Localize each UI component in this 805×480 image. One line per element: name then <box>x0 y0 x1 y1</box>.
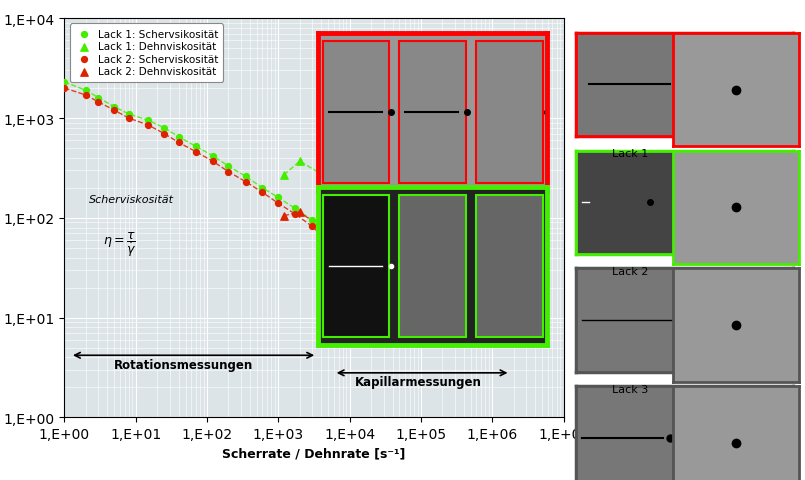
Lack 2: Dehnviskosität: (2e+05, 22): Dehnviskosität: (2e+05, 22) <box>436 280 449 288</box>
Lack 1: Dehnviskosität: (2e+05, 20): Dehnviskosität: (2e+05, 20) <box>436 284 449 292</box>
Text: Lack 1: Lack 1 <box>612 149 648 159</box>
Text: Scherviskosität: Scherviskosität <box>89 194 174 204</box>
Lack 2: Scherviskosität: (8, 1e+03): Scherviskosität: (8, 1e+03) <box>122 115 135 123</box>
Lack 1: Schervsikosität: (1e+06, 9): Schervsikosität: (1e+06, 9) <box>485 319 498 326</box>
Text: $\eta = \dfrac{\tau}{\dot{\gamma}}$: $\eta = \dfrac{\tau}{\dot{\gamma}}$ <box>103 230 136 258</box>
Lack 1: Dehnviskosität: (5e+04, 35): Dehnviskosität: (5e+04, 35) <box>393 260 406 268</box>
Lack 2: Scherviskosität: (120, 370): Scherviskosität: (120, 370) <box>206 158 219 166</box>
Lack 2: Dehnviskosität: (2e+03, 115): Dehnviskosität: (2e+03, 115) <box>293 208 306 216</box>
Text: Lack 2: Lack 2 <box>612 266 648 276</box>
Lack 1: Schervsikosität: (5e+05, 10): Schervsikosität: (5e+05, 10) <box>464 314 477 322</box>
Lack 1: Schervsikosität: (8e+03, 45): Schervsikosität: (8e+03, 45) <box>336 249 349 257</box>
X-axis label: Scherrate / Dehnrate [s⁻¹]: Scherrate / Dehnrate [s⁻¹] <box>222 447 406 460</box>
Lack 1: Schervsikosität: (15, 950): Schervsikosität: (15, 950) <box>142 117 155 125</box>
Lack 1: Schervsikosität: (1.7e+03, 125): Schervsikosität: (1.7e+03, 125) <box>288 205 301 213</box>
Lack 1: Dehnviskosität: (1e+06, 25): Dehnviskosität: (1e+06, 25) <box>485 275 498 282</box>
Lack 2: Scherviskosität: (25, 700): Scherviskosität: (25, 700) <box>158 131 171 138</box>
Lack 1: Schervsikosität: (8, 1.1e+03): Schervsikosität: (8, 1.1e+03) <box>122 111 135 119</box>
Lack 1: Schervsikosität: (5e+04, 13): Schervsikosität: (5e+04, 13) <box>393 303 406 311</box>
Lack 1: Dehnviskosität: (2e+03, 370): Dehnviskosität: (2e+03, 370) <box>293 158 306 166</box>
Lack 2: Scherviskosität: (1.7e+03, 110): Scherviskosität: (1.7e+03, 110) <box>288 210 301 218</box>
Lack 2: Dehnviskosität: (5e+05, 25): Dehnviskosität: (5e+05, 25) <box>464 275 477 282</box>
Lack 2: Dehnviskosität: (1e+06, 22): Dehnviskosität: (1e+06, 22) <box>485 280 498 288</box>
Lack 1: Schervsikosität: (3, 1.6e+03): Schervsikosität: (3, 1.6e+03) <box>92 95 105 102</box>
Lack 1: Schervsikosität: (200, 330): Schervsikosität: (200, 330) <box>222 163 235 170</box>
Lack 1: Dehnviskosität: (5e+03, 250): Dehnviskosität: (5e+03, 250) <box>322 175 335 182</box>
Lack 1: Schervsikosität: (40, 650): Schervsikosität: (40, 650) <box>172 133 185 141</box>
Lack 1: Schervsikosität: (70, 520): Schervsikosität: (70, 520) <box>189 143 202 151</box>
Lack 1: Schervsikosität: (1.5e+04, 25): Schervsikosität: (1.5e+04, 25) <box>356 275 369 282</box>
Lack 2: Scherviskosität: (3e+03, 82): Scherviskosität: (3e+03, 82) <box>306 223 319 231</box>
Lack 2: Scherviskosität: (5e+03, 58): Scherviskosität: (5e+03, 58) <box>322 238 335 246</box>
Lack 1: Schervsikosität: (2e+05, 12): Schervsikosität: (2e+05, 12) <box>436 306 449 314</box>
Lack 2: Scherviskosität: (5, 1.2e+03): Scherviskosität: (5, 1.2e+03) <box>108 107 121 115</box>
Lack 2: Scherviskosität: (1, 2e+03): Scherviskosität: (1, 2e+03) <box>58 85 71 93</box>
Lack 1: Schervsikosität: (5e+03, 65): Schervsikosität: (5e+03, 65) <box>322 233 335 241</box>
Text: Rotationsmessungen: Rotationsmessungen <box>114 359 254 372</box>
Lack 2: Scherviskosität: (1e+05, 18): Scherviskosität: (1e+05, 18) <box>415 289 427 297</box>
Lack 2: Scherviskosität: (600, 180): Scherviskosität: (600, 180) <box>256 189 269 197</box>
Lack 1: Schervsikosität: (2, 1.9e+03): Schervsikosität: (2, 1.9e+03) <box>80 87 93 95</box>
Lack 1: Dehnviskosität: (1.2e+03, 270): Dehnviskosität: (1.2e+03, 270) <box>278 171 291 179</box>
Lack 1: Schervsikosität: (350, 260): Schervsikosität: (350, 260) <box>239 173 252 181</box>
Lack 2: Scherviskosität: (15, 850): Scherviskosität: (15, 850) <box>142 122 155 130</box>
Lack 2: Scherviskosität: (70, 460): Scherviskosität: (70, 460) <box>189 148 202 156</box>
Lack 1: Schervsikosität: (25, 800): Schervsikosität: (25, 800) <box>158 125 171 132</box>
Lack 2: Dehnviskosität: (5e+04, 30): Dehnviskosität: (5e+04, 30) <box>393 266 406 274</box>
Lack 2: Scherviskosität: (2, 1.7e+03): Scherviskosität: (2, 1.7e+03) <box>80 92 93 100</box>
Lack 2: Scherviskosität: (40, 570): Scherviskosität: (40, 570) <box>172 139 185 147</box>
Lack 2: Scherviskosität: (1e+03, 140): Scherviskosität: (1e+03, 140) <box>272 200 285 208</box>
Text: $\lambda = \dfrac{\sigma}{\dot{\varepsilon}}$: $\lambda = \dfrac{\sigma}{\dot{\varepsil… <box>460 230 493 255</box>
Lack 1: Schervsikosität: (3e+04, 18): Schervsikosität: (3e+04, 18) <box>378 289 390 297</box>
Lack 1: Schervsikosität: (1e+03, 160): Schervsikosität: (1e+03, 160) <box>272 194 285 202</box>
Lack 1: Schervsikosität: (1, 2.3e+03): Schervsikosität: (1, 2.3e+03) <box>58 79 71 86</box>
Text: Lack 3: Lack 3 <box>612 384 648 394</box>
Lack 1: Dehnviskosität: (5e+05, 22): Dehnviskosität: (5e+05, 22) <box>464 280 477 288</box>
Lack 1: Dehnviskosität: (2e+04, 65): Dehnviskosität: (2e+04, 65) <box>365 233 378 241</box>
Lack 2: Dehnviskosität: (3e+04, 35): Dehnviskosität: (3e+04, 35) <box>378 260 390 268</box>
Lack 2: Scherviskosität: (1.5e+04, 30): Scherviskosität: (1.5e+04, 30) <box>356 266 369 274</box>
Lack 2: Scherviskosität: (3e+04, 22): Scherviskosität: (3e+04, 22) <box>378 280 390 288</box>
Lack 1: Schervsikosität: (3e+03, 95): Schervsikosität: (3e+03, 95) <box>306 217 319 225</box>
Lack 1: Dehnviskosität: (1e+04, 95): Dehnviskosität: (1e+04, 95) <box>343 217 356 225</box>
Lack 2: Scherviskosität: (5e+04, 20): Scherviskosität: (5e+04, 20) <box>393 284 406 292</box>
Lack 2: Dehnviskosität: (1e+04, 55): Dehnviskosität: (1e+04, 55) <box>343 240 356 248</box>
Lack 2: Dehnviskosität: (1e+05, 28): Dehnviskosität: (1e+05, 28) <box>415 270 427 277</box>
Lack 2: Scherviskosität: (8e+03, 40): Scherviskosität: (8e+03, 40) <box>336 254 349 262</box>
Text: Kapillarmessungen: Kapillarmessungen <box>355 375 482 388</box>
Lack 1: Dehnviskosität: (1e+05, 22): Dehnviskosität: (1e+05, 22) <box>415 280 427 288</box>
Legend: Lack 1: Schervsikosität, Lack 1: Dehnviskosität, Lack 2: Scherviskosität, Lack 2: Lack 1: Schervsikosität, Lack 1: Dehnvis… <box>69 24 223 83</box>
Lack 2: Scherviskosität: (1e+06, 11): Scherviskosität: (1e+06, 11) <box>485 310 498 318</box>
Lack 2: Dehnviskosität: (1.2e+03, 105): Dehnviskosität: (1.2e+03, 105) <box>278 213 291 220</box>
Text: Dehnviskosität: Dehnviskosität <box>449 194 532 204</box>
Lack 1: Schervsikosität: (1e+05, 11): Schervsikosität: (1e+05, 11) <box>415 310 427 318</box>
Lack 1: Schervsikosität: (5, 1.3e+03): Schervsikosität: (5, 1.3e+03) <box>108 104 121 111</box>
Lack 2: Scherviskosität: (5e+05, 12): Scherviskosität: (5e+05, 12) <box>464 306 477 314</box>
Lack 2: Scherviskosität: (350, 230): Scherviskosität: (350, 230) <box>239 179 252 186</box>
Lack 2: Scherviskosität: (3, 1.45e+03): Scherviskosität: (3, 1.45e+03) <box>92 99 105 107</box>
Lack 1: Schervsikosität: (120, 420): Schervsikosität: (120, 420) <box>206 153 219 160</box>
Lack 1: Schervsikosität: (600, 200): Schervsikosität: (600, 200) <box>256 185 269 192</box>
Lack 2: Scherviskosität: (200, 290): Scherviskosität: (200, 290) <box>222 168 235 176</box>
Lack 2: Scherviskosität: (2e+05, 18): Scherviskosität: (2e+05, 18) <box>436 289 449 297</box>
Lack 2: Dehnviskosität: (5e+03, 70): Dehnviskosität: (5e+03, 70) <box>322 230 335 238</box>
